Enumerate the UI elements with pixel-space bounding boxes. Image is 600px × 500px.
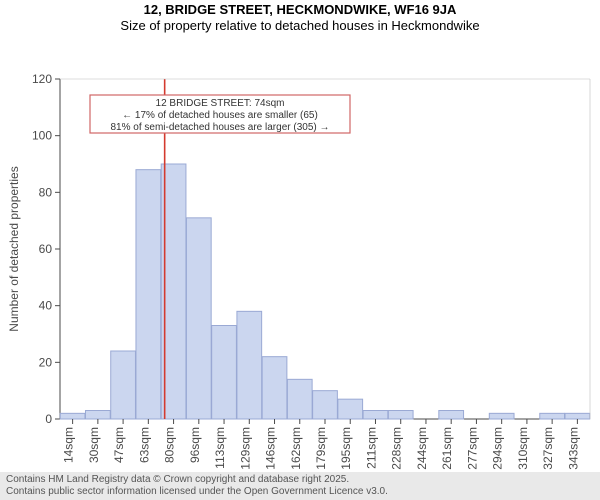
x-tick-label: 327sqm xyxy=(541,427,555,470)
y-axis-label: Number of detached properties xyxy=(7,166,21,331)
x-tick-label: 129sqm xyxy=(238,427,252,470)
histogram-bar xyxy=(237,312,262,420)
x-tick-label: 310sqm xyxy=(516,427,530,470)
x-tick-label: 294sqm xyxy=(491,427,505,470)
x-tick-label: 343sqm xyxy=(566,427,580,470)
attribution-footer: Contains HM Land Registry data © Crown c… xyxy=(0,472,600,500)
x-tick-label: 146sqm xyxy=(264,427,278,470)
x-tick-label: 179sqm xyxy=(314,427,328,470)
histogram-bar xyxy=(363,411,388,420)
x-tick-label: 162sqm xyxy=(289,427,303,470)
footer-line-2: Contains public sector information licen… xyxy=(6,486,594,498)
histogram-bar xyxy=(388,411,413,420)
y-tick-label: 80 xyxy=(39,186,53,200)
histogram-bar xyxy=(338,399,363,419)
histogram-chart: 0 20 40 60 80 100 120 Number of detached proper… xyxy=(0,33,600,491)
histogram-bar xyxy=(540,414,565,420)
callout-line: ← 17% of detached houses are smaller (65… xyxy=(122,110,318,121)
chart-subtitle: Size of property relative to detached ho… xyxy=(0,18,600,34)
chart-container: 12, BRIDGE STREET, HECKMONDWIKE, WF16 9J… xyxy=(0,0,600,500)
histogram-bar xyxy=(212,326,237,420)
x-tick-label: 277sqm xyxy=(465,427,479,470)
y-tick-label: 0 xyxy=(45,412,52,426)
y-tick-label: 20 xyxy=(39,356,53,370)
x-tick-label: 30sqm xyxy=(87,427,101,463)
x-tick-label: 113sqm xyxy=(213,427,227,469)
y-tick-label: 120 xyxy=(32,72,52,86)
x-tick-label: 244sqm xyxy=(415,427,429,470)
x-tick-label: 63sqm xyxy=(137,427,151,463)
histogram-bar xyxy=(186,218,211,419)
histogram-bar xyxy=(565,414,590,420)
y-tick-label: 40 xyxy=(39,299,53,313)
footer-line-1: Contains HM Land Registry data © Crown c… xyxy=(6,474,594,486)
callout-line: 12 BRIDGE STREET: 74sqm xyxy=(156,98,285,109)
histogram-bar xyxy=(136,170,161,419)
x-tick-label: 47sqm xyxy=(112,427,126,463)
histogram-bar xyxy=(313,391,338,419)
x-tick-label: 261sqm xyxy=(440,427,454,470)
x-tick-label: 14sqm xyxy=(62,427,76,463)
histogram-bar xyxy=(489,414,514,420)
x-tick-label: 211sqm xyxy=(364,427,378,469)
histogram-bar xyxy=(60,414,85,420)
histogram-bar xyxy=(287,380,312,420)
x-tick-label: 195sqm xyxy=(339,427,353,470)
histogram-bar xyxy=(262,357,287,419)
x-tick-label: 80sqm xyxy=(163,427,177,463)
y-tick-label: 100 xyxy=(32,129,52,143)
chart-title: 12, BRIDGE STREET, HECKMONDWIKE, WF16 9J… xyxy=(0,0,600,18)
histogram-bar xyxy=(85,411,110,420)
histogram-bar xyxy=(111,351,136,419)
callout-line: 81% of semi-detached houses are larger (… xyxy=(110,122,329,133)
histogram-bar xyxy=(439,411,464,420)
x-tick-label: 96sqm xyxy=(188,427,202,463)
y-tick-label: 60 xyxy=(39,242,53,256)
x-tick-label: 228sqm xyxy=(390,427,404,470)
